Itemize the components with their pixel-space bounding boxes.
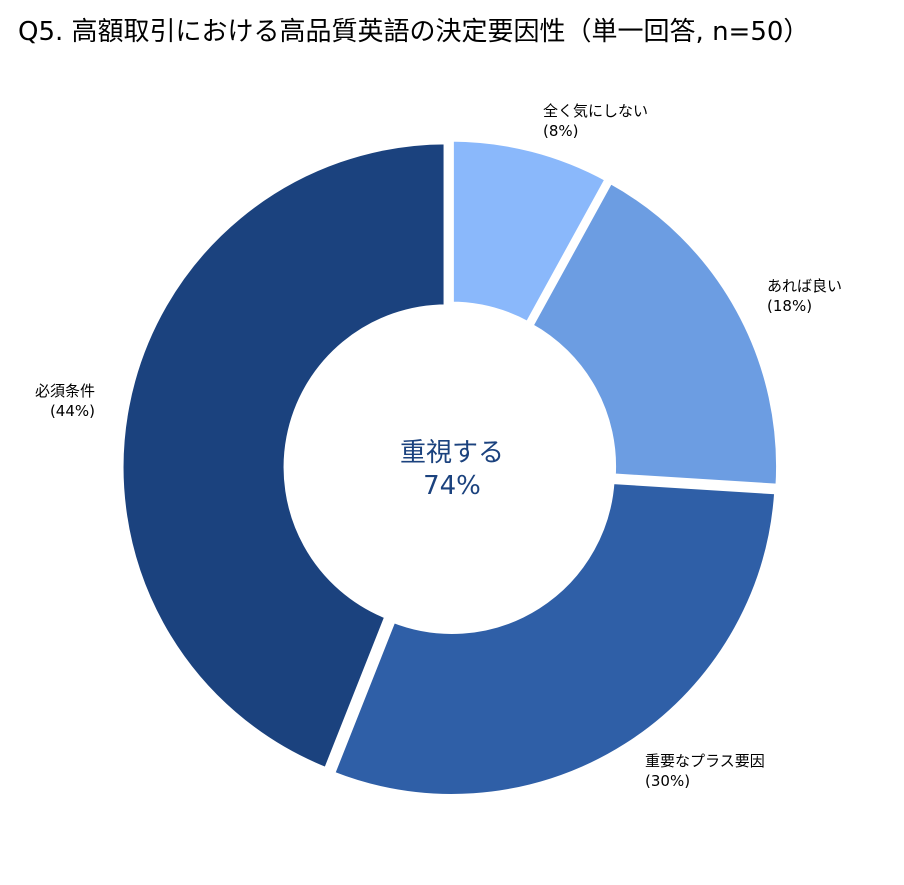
donut-slice-4 xyxy=(117,138,450,775)
donut-slice-2 xyxy=(526,176,783,490)
slice-value-label-4: (44%) xyxy=(50,402,95,420)
slice-label-1: 全く気にしない xyxy=(543,102,648,120)
center-label-line1: 重視する xyxy=(400,438,504,468)
slice-value-label-2: (18%) xyxy=(767,297,812,315)
center-label-line2: 74% xyxy=(423,471,481,501)
slice-label-2: あれば良い xyxy=(767,277,842,295)
donut-slices xyxy=(117,135,783,800)
slice-labels: 全く気にしない (8%) あれば良い (18%) 重要なプラス要因 (30%) 必須条件 (4… xyxy=(35,102,842,790)
donut-slice-3 xyxy=(327,477,781,800)
slice-label-4: 必須条件 xyxy=(35,382,95,400)
chart-title: Q5. 高額取引における高品質英語の決定要因性（単一回答, n=50） xyxy=(18,17,809,47)
slice-value-label-3: (30%) xyxy=(645,772,690,790)
slice-value-label-1: (8%) xyxy=(543,122,579,140)
slice-label-3: 重要なプラス要因 xyxy=(645,752,765,770)
